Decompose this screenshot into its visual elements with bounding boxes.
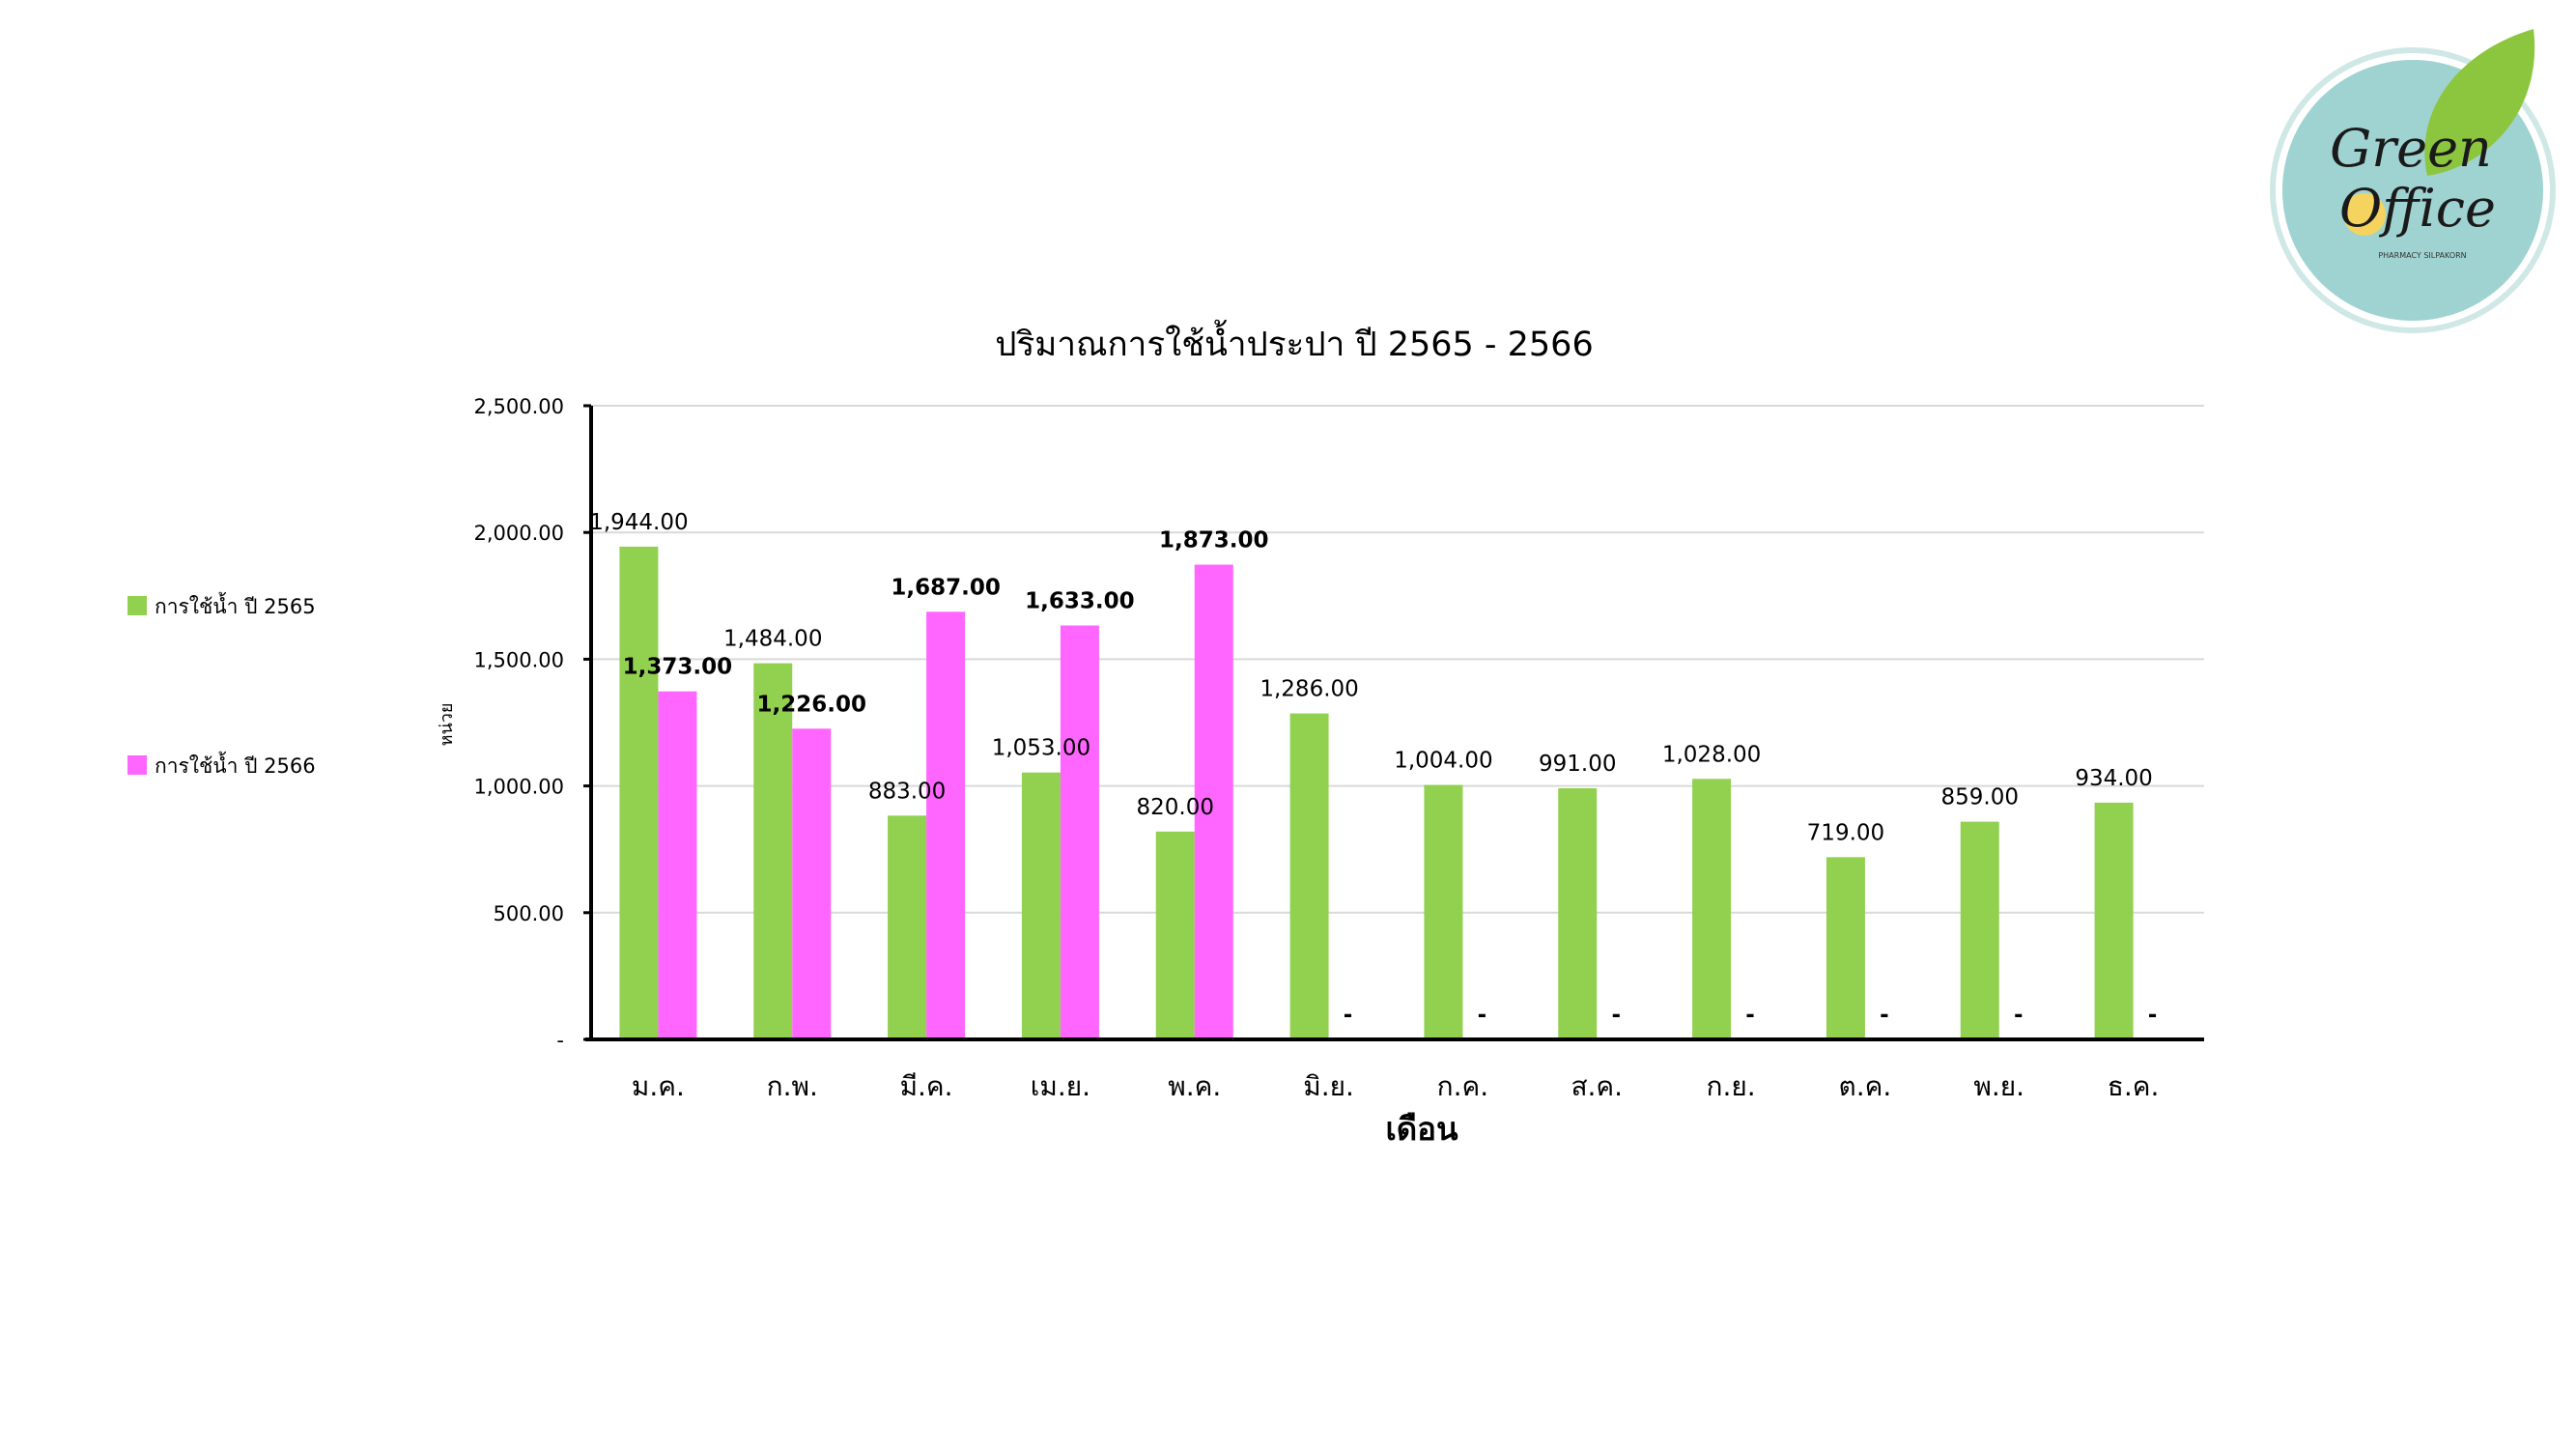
bar-2565 xyxy=(1826,857,1865,1039)
data-label-2566: - xyxy=(2014,1003,2024,1028)
y-axis-title: หน่วย xyxy=(437,703,457,747)
x-tick-label: ก.ค. xyxy=(1437,1070,1488,1102)
data-label-2566: 1,873.00 xyxy=(1159,528,1269,554)
bar-2565 xyxy=(1155,831,1195,1039)
bar-2565 xyxy=(888,815,927,1039)
y-tick-label: 500.00 xyxy=(494,902,564,925)
data-label-2565: 820.00 xyxy=(1137,795,1214,820)
x-axis-ticks: ม.ค. ก.พ. มี.ค. เม.ย. พ.ค. มิ.ย. ก.ค. ส.ค. ก.ย. ต… xyxy=(632,1070,2159,1102)
data-label-2565: 1,004.00 xyxy=(1394,749,1492,774)
x-axis-title: เดือน xyxy=(1385,1110,1458,1148)
bar-2565 xyxy=(1289,713,1329,1039)
data-label-2566: 1,226.00 xyxy=(757,692,867,717)
bar-2566 xyxy=(1194,564,1233,1039)
data-label-2566: - xyxy=(1880,1003,1889,1028)
y-tick-label: 2,000.00 xyxy=(473,522,564,545)
logo-sun-icon xyxy=(2343,193,2386,236)
data-label-2565: 1,944.00 xyxy=(589,510,688,535)
bar-2565 xyxy=(1021,772,1061,1039)
x-tick-label: มิ.ย. xyxy=(1303,1070,1354,1102)
y-tick-label: 1,000.00 xyxy=(473,776,564,799)
data-label-2565: 934.00 xyxy=(2075,766,2152,791)
bar-2565 xyxy=(1960,821,1999,1039)
y-tick-label: - xyxy=(556,1029,564,1052)
chart-title: ปริมาณการใช้น้ำประปา ปี 2565 - 2566 xyxy=(995,319,1593,364)
bar-2565 xyxy=(753,663,793,1039)
y-tick-label: 1,500.00 xyxy=(473,648,564,671)
bar-2565 xyxy=(2094,802,2134,1039)
data-label-2565: 1,286.00 xyxy=(1260,677,1358,702)
y-axis-ticks: - 500.00 1,000.00 1,500.00 2,000.00 2,500.00 xyxy=(473,395,591,1052)
y-tick-label: 2,500.00 xyxy=(473,395,564,418)
data-label-2566: - xyxy=(1611,1003,1621,1028)
bar-2566 xyxy=(1060,625,1099,1039)
legend-swatch xyxy=(127,755,147,775)
data-label-2566: 1,687.00 xyxy=(891,575,1001,600)
legend-label: การใช้น้ำ ปี 2565 xyxy=(155,592,316,618)
x-tick-label: เม.ย. xyxy=(1031,1070,1090,1102)
data-label-2565: 1,028.00 xyxy=(1662,742,1761,767)
x-tick-label: ส.ค. xyxy=(1571,1070,1623,1102)
data-label-2566: - xyxy=(2148,1003,2158,1028)
x-tick-label: พ.ย. xyxy=(1973,1070,2024,1102)
data-label-2565: 1,053.00 xyxy=(992,736,1090,761)
x-tick-label: ธ.ค. xyxy=(2108,1070,2160,1102)
logo-text-office: Office xyxy=(2339,178,2496,239)
legend-swatch xyxy=(127,596,147,615)
bar-2565 xyxy=(1424,784,1463,1039)
bars xyxy=(619,546,2134,1039)
data-label-2565: 719.00 xyxy=(1807,820,1884,845)
x-tick-label: พ.ค. xyxy=(1168,1070,1221,1102)
logo-small-text: PHARMACY SILPAKORN xyxy=(2378,251,2466,260)
legend: การใช้น้ำ ปี 2565 การใช้น้ำ ปี 2566 xyxy=(127,592,316,778)
data-label-2565: 859.00 xyxy=(1941,785,2019,810)
data-label-2566: 1,373.00 xyxy=(623,655,733,680)
bar-2565 xyxy=(619,546,659,1039)
data-label-2565: 991.00 xyxy=(1539,752,1616,777)
data-label-2565: 1,484.00 xyxy=(723,627,822,652)
data-label-2566: - xyxy=(1745,1003,1755,1028)
legend-label: การใช้น้ำ ปี 2566 xyxy=(155,752,316,778)
x-tick-label: ต.ค. xyxy=(1839,1070,1892,1102)
x-tick-label: มี.ค. xyxy=(900,1070,953,1102)
x-tick-label: ก.ย. xyxy=(1706,1070,1755,1102)
bar-2566 xyxy=(926,611,966,1039)
bar-2565 xyxy=(1558,787,1598,1039)
data-label-2566: - xyxy=(1478,1003,1487,1028)
data-labels: 1,944.00 1,373.00 1,484.00 1,226.00 883.00 1,… xyxy=(589,510,2157,1028)
data-label-2566: 1,633.00 xyxy=(1025,589,1135,614)
leaf-icon xyxy=(2424,29,2535,176)
bar-2566 xyxy=(792,728,832,1039)
data-label-2566: - xyxy=(1344,1003,1353,1028)
bar-2565 xyxy=(1692,779,1732,1039)
green-office-logo: Green Office PHARMACY SILPAKORN xyxy=(2270,29,2556,333)
data-label-2565: 883.00 xyxy=(868,779,946,804)
gridlines xyxy=(591,405,2204,914)
logo-ring xyxy=(2270,47,2556,333)
logo-text-green: Green xyxy=(2330,118,2492,179)
bar-2566 xyxy=(658,691,697,1039)
x-tick-label: ก.พ. xyxy=(767,1070,818,1102)
x-tick-label: ม.ค. xyxy=(632,1070,685,1102)
